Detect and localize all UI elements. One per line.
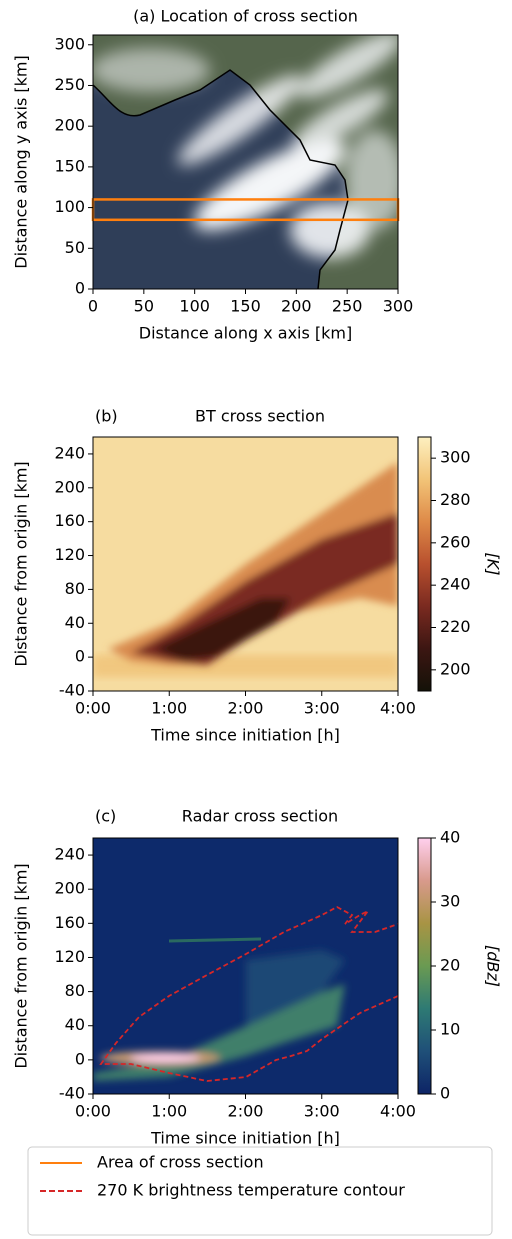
legend-label: 270 K brightness temperature contour bbox=[97, 1181, 405, 1200]
x-tick-label: 1:00 bbox=[151, 699, 187, 718]
x-tick-label: 100 bbox=[179, 297, 210, 316]
y-tick-label: 50 bbox=[65, 238, 85, 257]
colorbar-tick-label: 10 bbox=[440, 1020, 460, 1039]
colorbar bbox=[417, 436, 432, 692]
y-tick-label: 300 bbox=[54, 34, 85, 53]
x-tick-label: 1:00 bbox=[151, 1102, 187, 1121]
x-tick-label: 0:00 bbox=[75, 1102, 111, 1121]
x-tick-label: 200 bbox=[281, 297, 312, 316]
legend-label: Area of cross section bbox=[97, 1153, 264, 1172]
y-tick-label: 80 bbox=[65, 981, 85, 1000]
bt-field bbox=[93, 437, 398, 691]
y-tick-label: 240 bbox=[54, 443, 85, 462]
y-tick-label: 120 bbox=[54, 545, 85, 564]
x-tick-label: 150 bbox=[230, 297, 261, 316]
panel-label: (c) bbox=[95, 807, 116, 826]
colorbar-tick-label: 280 bbox=[440, 490, 471, 509]
chart-title: Radar cross section bbox=[182, 807, 338, 826]
satellite-image bbox=[93, 35, 398, 289]
y-tick-label: 0 bbox=[75, 1049, 85, 1068]
y-tick-label: 0 bbox=[75, 279, 85, 298]
x-tick-label: 50 bbox=[134, 297, 154, 316]
y-tick-label: 200 bbox=[54, 116, 85, 135]
x-tick-label: 0 bbox=[88, 297, 98, 316]
y-tick-label: -40 bbox=[59, 681, 85, 700]
y-tick-label: 240 bbox=[54, 845, 85, 864]
x-tick-label: 2:00 bbox=[228, 699, 264, 718]
y-tick-label: -40 bbox=[59, 1084, 85, 1103]
y-tick-label: 200 bbox=[54, 879, 85, 898]
colorbar-tick-label: 240 bbox=[440, 575, 471, 594]
colorbar-tick-label: 0 bbox=[440, 1084, 450, 1103]
y-tick-label: 40 bbox=[65, 1015, 85, 1034]
radar-field bbox=[93, 838, 398, 1094]
chart-title: BT cross section bbox=[195, 407, 325, 426]
y-tick-label: 150 bbox=[54, 156, 85, 175]
legend-box bbox=[27, 1146, 493, 1236]
y-tick-label: 200 bbox=[54, 477, 85, 496]
x-axis-label: Time since initiation [h] bbox=[150, 726, 340, 745]
colorbar-tick-label: 200 bbox=[440, 659, 471, 678]
y-axis-label: Distance from origin [km] bbox=[12, 461, 31, 666]
y-tick-label: 100 bbox=[54, 197, 85, 216]
y-tick-label: 40 bbox=[65, 613, 85, 632]
colorbar-tick-label: 30 bbox=[440, 892, 460, 911]
y-axis-label: Distance along y axis [km] bbox=[12, 55, 31, 269]
y-tick-label: 0 bbox=[75, 647, 85, 666]
x-tick-label: 3:00 bbox=[304, 699, 340, 718]
y-tick-label: 160 bbox=[54, 913, 85, 932]
x-tick-label: 2:00 bbox=[228, 1102, 264, 1121]
colorbar-tick-label: 220 bbox=[440, 617, 471, 636]
x-tick-label: 0:00 bbox=[75, 699, 111, 718]
x-tick-label: 4:00 bbox=[380, 699, 416, 718]
x-tick-label: 4:00 bbox=[380, 1102, 416, 1121]
colorbar bbox=[417, 837, 432, 1095]
y-axis-label: Distance from origin [km] bbox=[12, 863, 31, 1068]
panel-label: (b) bbox=[95, 407, 118, 426]
contour-line bbox=[99, 905, 398, 1082]
y-tick-label: 160 bbox=[54, 511, 85, 530]
colorbar-tick-label: 260 bbox=[440, 532, 471, 551]
x-tick-label: 3:00 bbox=[304, 1102, 340, 1121]
x-tick-label: 250 bbox=[332, 297, 363, 316]
chart-title: (a) Location of cross section bbox=[133, 7, 358, 26]
x-axis-label: Time since initiation [h] bbox=[150, 1129, 340, 1148]
colorbar-tick-label: 300 bbox=[440, 448, 471, 467]
x-tick-label: 300 bbox=[383, 297, 414, 316]
x-axis-label: Distance along x axis [km] bbox=[139, 324, 353, 343]
y-tick-label: 250 bbox=[54, 75, 85, 94]
y-tick-label: 120 bbox=[54, 947, 85, 966]
colorbar-tick-label: 20 bbox=[440, 956, 460, 975]
colorbar-label: [K] bbox=[484, 553, 503, 576]
colorbar-tick-label: 40 bbox=[440, 828, 460, 847]
colorbar-label: [dBz] bbox=[484, 945, 503, 987]
y-tick-label: 80 bbox=[65, 579, 85, 598]
